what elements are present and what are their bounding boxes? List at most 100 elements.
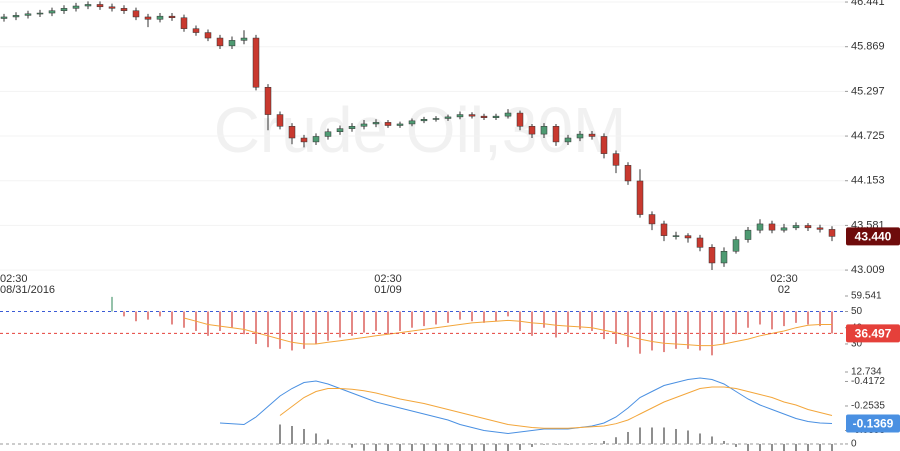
- candle-body: [468, 114, 476, 117]
- candle-body: [696, 237, 704, 248]
- candle-body: [564, 137, 572, 143]
- candle-body: [684, 235, 692, 239]
- last-value-label: -0.1369: [853, 417, 894, 431]
- y-tick-label: 46.441: [851, 0, 885, 8]
- candle-body: [528, 126, 536, 135]
- candle-body: [480, 115, 488, 118]
- macd-line: [279, 386, 833, 429]
- y-tick-label: 45.297: [851, 85, 885, 97]
- candle-body: [192, 28, 200, 33]
- candle-body: [156, 15, 164, 20]
- candle-body: [588, 133, 596, 137]
- candle-body: [216, 37, 224, 47]
- candle-body: [300, 137, 308, 143]
- candle-body: [240, 37, 248, 41]
- candle-body: [84, 4, 92, 7]
- candle-body: [612, 153, 620, 166]
- candle-body: [648, 214, 656, 225]
- candle-body: [264, 86, 272, 115]
- candle-body: [96, 4, 104, 8]
- candle-body: [72, 5, 80, 9]
- candle-body: [408, 120, 416, 125]
- candle-body: [624, 165, 632, 182]
- candle-body: [444, 116, 452, 119]
- x-tick-date: 01/09: [374, 284, 402, 296]
- candle-body: [600, 136, 608, 154]
- candle-body: [456, 114, 464, 118]
- x-tick-label: 02:30: [374, 273, 402, 285]
- candle-body: [432, 118, 440, 120]
- candle-body: [516, 112, 524, 127]
- candle-body: [36, 12, 44, 15]
- candle-body: [672, 235, 680, 237]
- last-value-badge: [846, 414, 900, 433]
- x-tick-date: 08/31/2016: [0, 284, 55, 296]
- candle-body: [504, 112, 512, 117]
- candle-body: [0, 16, 8, 19]
- macd-line: [219, 377, 833, 435]
- y-tick-label: 0: [851, 439, 857, 450]
- candle-body: [288, 126, 296, 139]
- candle-body: [552, 126, 560, 143]
- candle-body: [792, 225, 800, 229]
- last-value-badge: [846, 324, 900, 343]
- y-tick-label: -0.2535: [851, 401, 885, 412]
- candle-body: [348, 126, 356, 129]
- candle-body: [720, 251, 728, 264]
- y-tick-label: -0.4172: [851, 376, 885, 387]
- candle-body: [372, 122, 380, 125]
- candle-body: [24, 13, 32, 16]
- last-value-badge: [846, 227, 900, 246]
- candle-body: [120, 8, 128, 11]
- candle-body: [816, 227, 824, 230]
- x-tick-label: 02:30: [770, 273, 798, 285]
- last-value-label: 43.440: [855, 230, 892, 244]
- candle-body: [660, 223, 668, 236]
- candle-body: [540, 126, 548, 135]
- candle-body: [384, 122, 392, 126]
- y-tick-label: 45.869: [851, 41, 885, 53]
- candle-body: [396, 123, 404, 126]
- candle-body: [228, 40, 236, 47]
- candle-body: [780, 227, 788, 231]
- y-tick-label: 50: [851, 306, 863, 317]
- y-tick-label: 59.541: [851, 291, 882, 302]
- candle-body: [360, 123, 368, 127]
- candle-body: [108, 6, 116, 9]
- y-tick-label: 43.009: [851, 264, 885, 276]
- average-line: [183, 317, 832, 347]
- candle-body: [144, 16, 152, 20]
- candle-body: [828, 229, 836, 237]
- candle-body: [312, 136, 320, 143]
- candle-body: [804, 225, 812, 229]
- candle-body: [132, 10, 140, 18]
- last-value-label: 36.497: [855, 327, 892, 341]
- candle-body: [168, 15, 176, 18]
- candle-body: [180, 17, 188, 29]
- candle-body: [48, 10, 56, 14]
- candle-body: [60, 8, 68, 11]
- candle-body: [636, 180, 644, 215]
- x-tick-label: 02:30: [0, 273, 28, 285]
- candle-body: [324, 131, 332, 137]
- candle-body: [12, 15, 20, 18]
- candle-body: [756, 223, 764, 231]
- watermark: Crude Oil,30M: [214, 94, 627, 166]
- candle-body: [768, 223, 776, 231]
- candle-body: [732, 239, 740, 252]
- candle-body: [744, 229, 752, 240]
- candle-body: [252, 37, 260, 88]
- x-tick-date: 02: [778, 284, 790, 296]
- candle-body: [276, 114, 284, 127]
- candle-body: [708, 247, 716, 264]
- y-tick-label: 44.153: [851, 175, 885, 187]
- candle-body: [492, 115, 500, 118]
- candle-body: [336, 128, 344, 133]
- candle-body: [576, 133, 584, 139]
- candle-body: [420, 119, 428, 122]
- y-tick-label: 30: [851, 339, 863, 350]
- candle-body: [204, 32, 212, 39]
- y-tick-label: 44.725: [851, 130, 885, 142]
- y-tick-label: 12.734: [851, 367, 882, 378]
